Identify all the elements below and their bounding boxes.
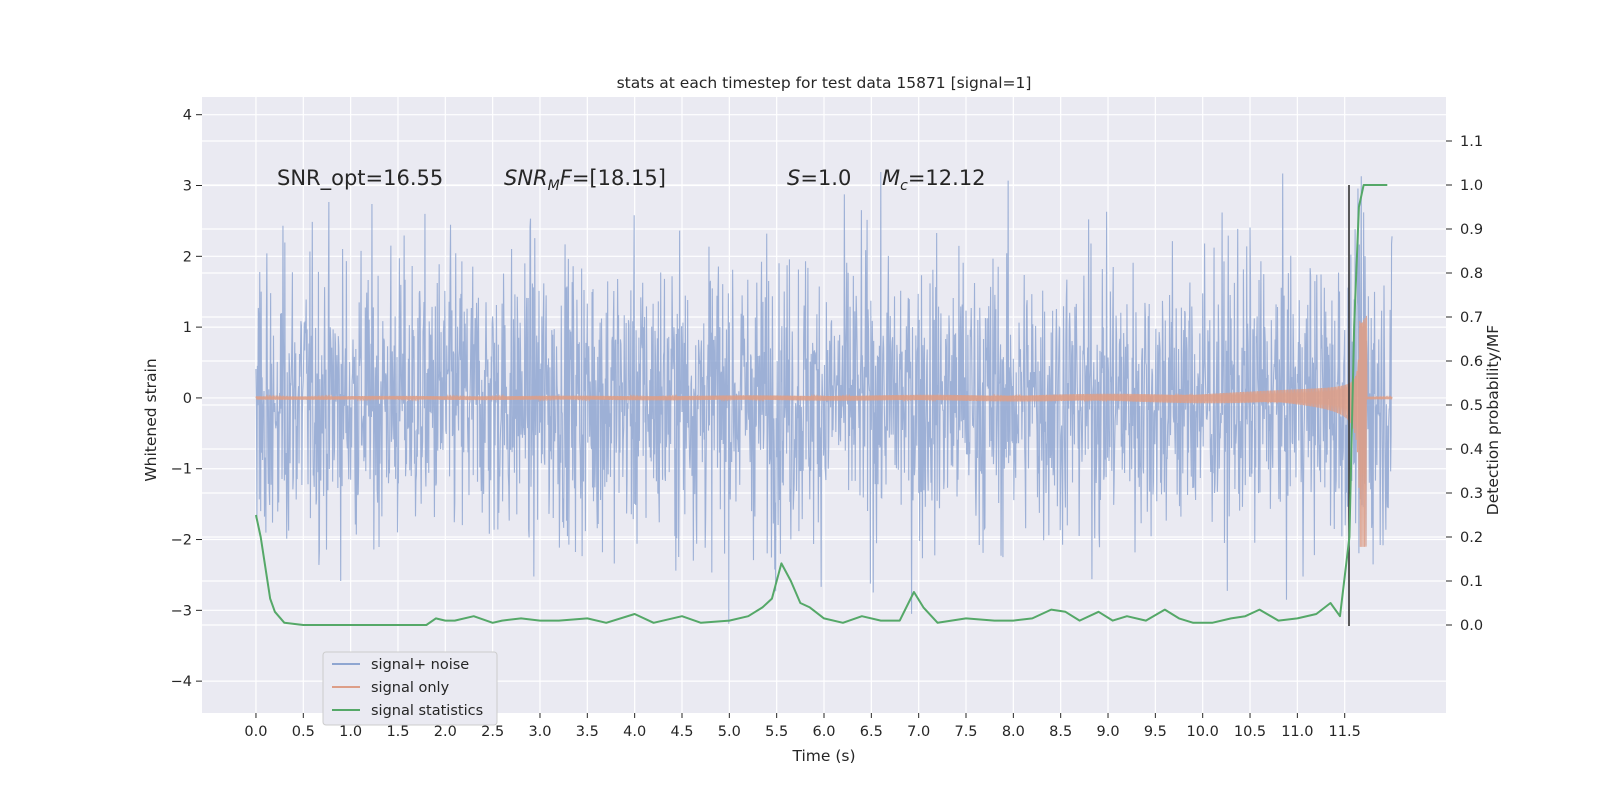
y2-tick-label: 0.8 xyxy=(1460,266,1483,282)
x-tick-label: 5.5 xyxy=(765,724,788,740)
x-tick-label: 4.0 xyxy=(623,724,646,740)
legend-box xyxy=(322,651,498,726)
y-tick-label: −1 xyxy=(171,462,192,478)
y-tick-label: 4 xyxy=(183,108,192,124)
x-tick-label: 3.5 xyxy=(576,724,599,740)
annotation-mc: Mc=12.12 xyxy=(882,166,986,194)
x-tick-label: 0.5 xyxy=(292,724,315,740)
x-axis-label: Time (s) xyxy=(791,747,855,765)
signal-statistics-series xyxy=(254,184,1388,626)
y-tick-label: 2 xyxy=(183,249,192,265)
x-tick-label: 1.5 xyxy=(386,724,409,740)
y-axis-label: Whitened strain xyxy=(142,358,160,481)
y2-axis-label: Detection probability/MF xyxy=(1484,325,1502,516)
y2-tick-label: 0.0 xyxy=(1460,618,1483,634)
chart-title: stats at each timestep for test data 158… xyxy=(617,74,1032,92)
legend-label-statistics: signal statistics xyxy=(371,703,483,719)
x-tick-label: 6.5 xyxy=(860,724,883,740)
y2-tick-label: 0.2 xyxy=(1460,530,1483,546)
y2-tick-label: 1.0 xyxy=(1460,178,1483,194)
x-tick-label: 6.0 xyxy=(812,724,835,740)
y-tick-label: 0 xyxy=(183,391,192,407)
y-tick-label: −3 xyxy=(171,603,192,619)
signal-plus-noise-series xyxy=(255,172,1393,624)
x-tick-label: 11.5 xyxy=(1329,724,1361,740)
y-tick-label: 1 xyxy=(183,320,192,336)
annotation-snr-opt: SNR_opt=16.55 xyxy=(277,166,443,191)
y2-tick-label: 0.9 xyxy=(1460,222,1483,238)
legend-label-signal: signal only xyxy=(371,680,450,696)
x-tick-label: 7.0 xyxy=(907,724,930,740)
y2-tick-label: 0.3 xyxy=(1460,486,1483,502)
y-tick-label: −2 xyxy=(171,533,192,549)
x-tick-label: 2.5 xyxy=(481,724,504,740)
y2-tick-label: 0.1 xyxy=(1460,574,1483,590)
annotation-snr-mf: SNRMF=[18.15] xyxy=(504,166,666,194)
y2-tick-label: 0.6 xyxy=(1460,354,1483,370)
x-tick-label: 9.5 xyxy=(1144,724,1167,740)
x-tick-label: 10.5 xyxy=(1234,724,1266,740)
x-tick-label: 2.0 xyxy=(434,724,457,740)
y2-tick-label: 0.7 xyxy=(1460,310,1483,326)
x-axis-ticks: 0.0 0.5 1.0 1.5 2.0 2.5 3.0 3.5 4.0 4.5 5.0 5.5 6.0 6… xyxy=(244,713,1361,740)
y2-tick-label: 1.1 xyxy=(1460,134,1483,150)
signal-only-series xyxy=(255,315,1393,547)
y2-axis-ticks: 0.0 0.1 0.2 0.3 0.4 0.5 0.6 0.7 0.8 0.9 1.0 1.1 xyxy=(1446,134,1483,634)
y-axis-ticks: −4 −3 −2 −1 0 1 2 3 4 xyxy=(171,108,202,690)
signal-statistics-line xyxy=(254,184,1388,626)
y2-tick-label: 0.5 xyxy=(1460,398,1483,414)
x-tick-label: 0.0 xyxy=(244,724,267,740)
y-tick-label: −4 xyxy=(171,674,192,690)
x-tick-label: 10.0 xyxy=(1187,724,1219,740)
x-tick-label: 8.0 xyxy=(1002,724,1025,740)
annotation-s: S=1.0 xyxy=(787,166,851,190)
x-tick-label: 9.0 xyxy=(1096,724,1119,740)
signal-only-line xyxy=(255,315,1393,547)
x-tick-label: 7.5 xyxy=(954,724,977,740)
x-tick-label: 3.0 xyxy=(528,724,551,740)
y2-tick-label: 0.4 xyxy=(1460,442,1483,458)
legend-label-noise: signal+ noise xyxy=(371,657,469,673)
x-tick-label: 4.5 xyxy=(670,724,693,740)
x-tick-label: 1.0 xyxy=(339,724,362,740)
x-tick-label: 5.0 xyxy=(718,724,741,740)
y-tick-label: 3 xyxy=(183,179,192,195)
x-tick-label: 11.0 xyxy=(1281,724,1313,740)
signal-plus-noise-line xyxy=(255,172,1393,624)
x-tick-label: 8.5 xyxy=(1049,724,1072,740)
legend: signal+ noise signal only signal statist… xyxy=(322,651,498,726)
